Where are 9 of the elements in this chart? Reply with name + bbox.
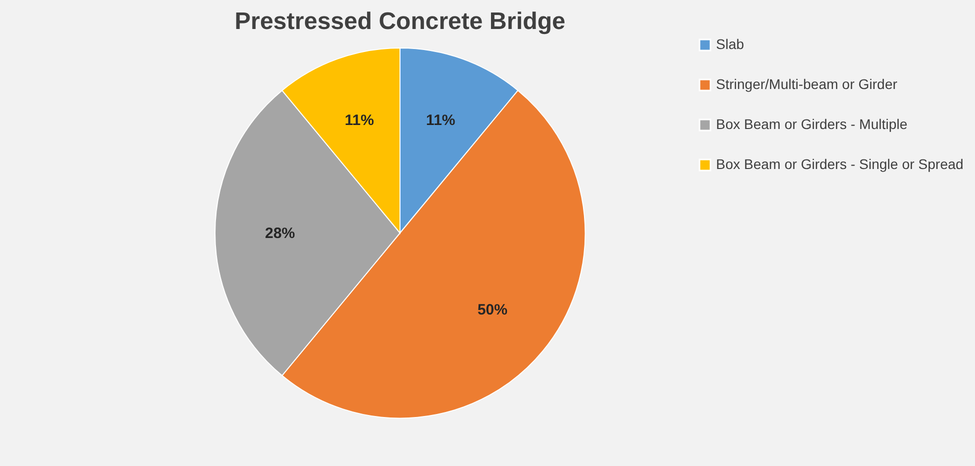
data-label: 50% [477, 301, 508, 318]
legend-label: Box Beam or Girders - Multiple [716, 116, 908, 132]
chart-title: Prestressed Concrete Bridge [234, 8, 566, 35]
legend-label: Stringer/Multi-beam or Girder [716, 76, 898, 92]
legend-label: Slab [716, 36, 744, 52]
data-label: 11% [344, 112, 374, 130]
data-label: 11% [426, 112, 456, 130]
legend-label: Box Beam or Girders - Single or Spread [716, 156, 964, 172]
data-label: 28% [264, 225, 296, 242]
